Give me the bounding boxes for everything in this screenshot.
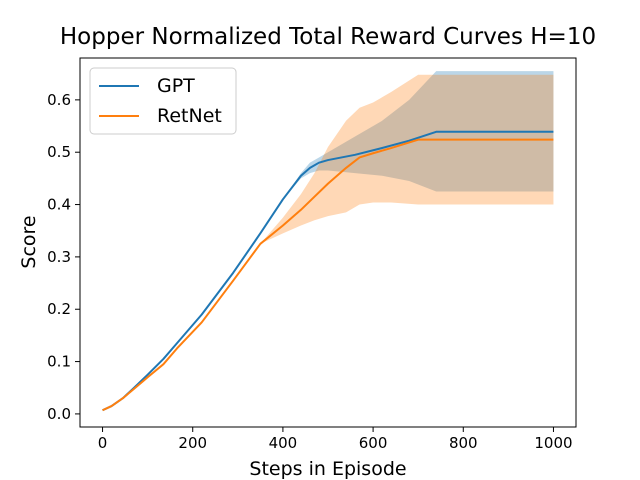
band-retnet: [102, 74, 554, 411]
x-tick-label: 0: [98, 434, 108, 452]
band-gpt: [102, 71, 554, 411]
y-tick-label: 0.5: [47, 143, 71, 161]
x-axis: 0 200 400 600 800 1000: [98, 427, 573, 452]
plot-area: [79, 57, 577, 428]
x-tick-label: 200: [178, 434, 207, 452]
legend-box: [89, 67, 237, 135]
plot-frame: [79, 57, 577, 428]
y-tick-label: 0.1: [47, 353, 71, 371]
line-gpt: [102, 130, 554, 412]
y-tick-label: 0.0: [47, 405, 71, 423]
y-tick-label: 0.4: [47, 196, 71, 214]
x-axis-title: Steps in Episode: [249, 458, 406, 480]
y-axis: 0.0 0.1 0.2 0.3 0.4 0.5 0.6: [47, 91, 80, 423]
legend: GPT RetNet: [89, 67, 237, 135]
x-tick-label: 800: [449, 434, 478, 452]
legend-label-retnet: RetNet: [157, 105, 222, 127]
confidence-bands: [102, 71, 554, 411]
chart-title: Hopper Normalized Total Reward Curves H=…: [60, 24, 596, 50]
y-axis-title: Score: [18, 215, 40, 268]
y-tick-label: 0.6: [47, 91, 71, 109]
x-tick-label: 1000: [534, 434, 572, 452]
legend-label-gpt: GPT: [157, 75, 195, 97]
y-tick-label: 0.2: [47, 300, 71, 318]
x-tick-label: 400: [269, 434, 298, 452]
line-retnet: [102, 138, 554, 412]
x-tick-label: 600: [359, 434, 388, 452]
y-tick-label: 0.3: [47, 248, 71, 266]
series-lines: [102, 130, 554, 412]
